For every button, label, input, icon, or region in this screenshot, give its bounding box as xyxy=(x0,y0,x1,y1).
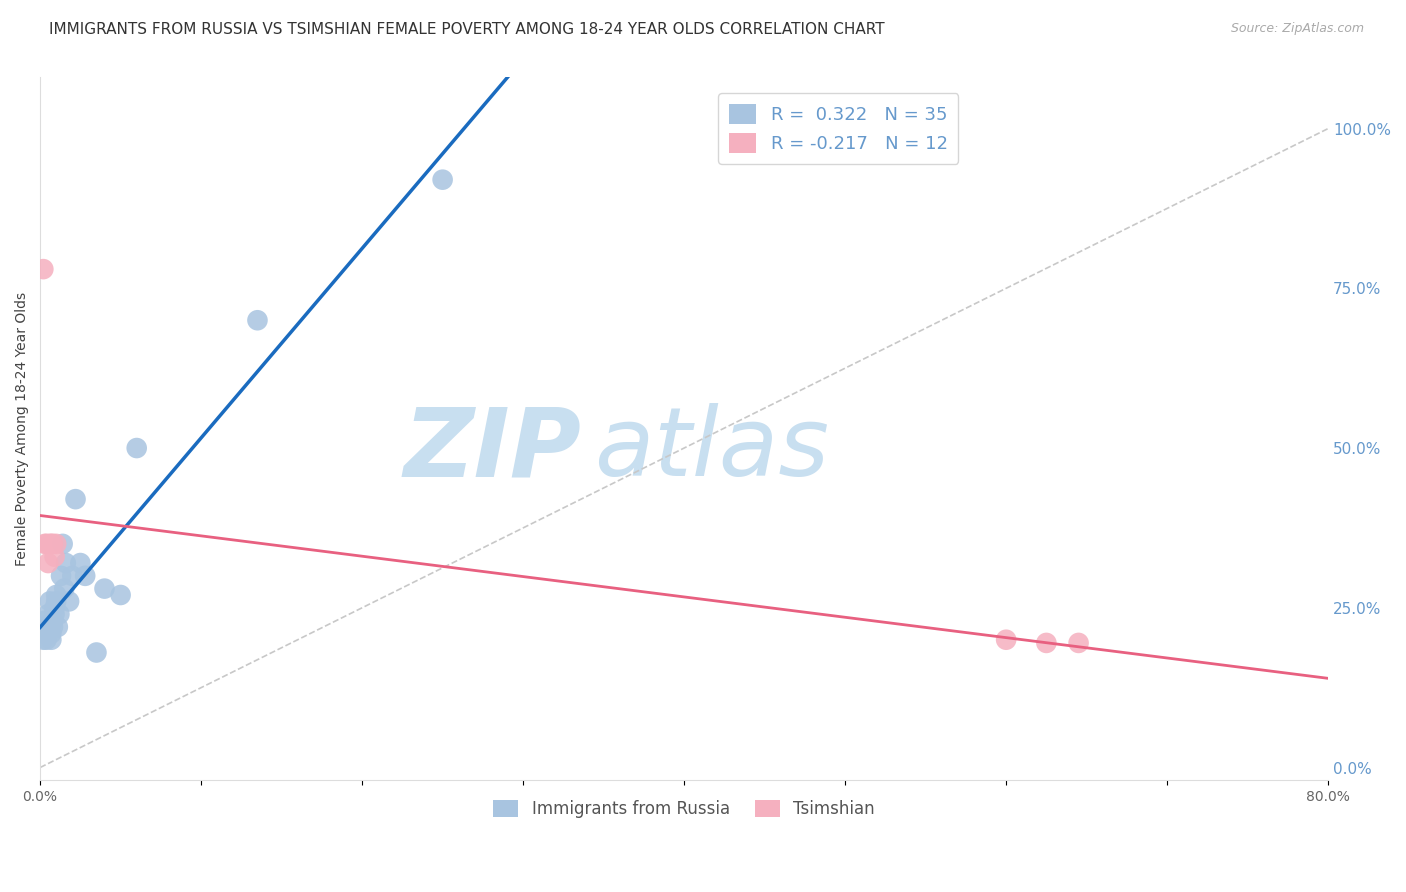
Point xyxy=(49,569,72,583)
Point xyxy=(45,537,67,551)
Point xyxy=(75,569,97,583)
Point xyxy=(110,588,132,602)
Point xyxy=(37,607,59,622)
Point xyxy=(46,620,69,634)
Point xyxy=(432,172,454,186)
Point xyxy=(125,441,148,455)
Point xyxy=(55,556,77,570)
Point xyxy=(995,632,1018,647)
Point xyxy=(35,632,58,647)
Point xyxy=(34,537,56,551)
Y-axis label: Female Poverty Among 18-24 Year Olds: Female Poverty Among 18-24 Year Olds xyxy=(15,292,30,566)
Point xyxy=(53,582,76,596)
Point xyxy=(34,614,56,628)
Point xyxy=(45,594,67,608)
Point xyxy=(44,549,66,564)
Point xyxy=(45,588,67,602)
Point xyxy=(42,537,65,551)
Point xyxy=(58,594,80,608)
Point xyxy=(93,582,115,596)
Point xyxy=(41,626,63,640)
Point xyxy=(42,620,65,634)
Point xyxy=(1067,636,1090,650)
Point xyxy=(48,607,70,622)
Text: ZIP: ZIP xyxy=(404,403,581,497)
Point xyxy=(32,632,55,647)
Point xyxy=(37,556,59,570)
Point xyxy=(38,594,60,608)
Point xyxy=(1035,636,1057,650)
Point xyxy=(86,646,108,660)
Text: atlas: atlas xyxy=(593,403,830,497)
Point xyxy=(38,620,60,634)
Point xyxy=(65,492,87,507)
Point xyxy=(34,626,56,640)
Point xyxy=(246,313,269,327)
Point xyxy=(32,262,55,277)
Point xyxy=(31,620,53,634)
Point xyxy=(38,537,60,551)
Point xyxy=(35,537,58,551)
Point xyxy=(44,600,66,615)
Text: Source: ZipAtlas.com: Source: ZipAtlas.com xyxy=(1230,22,1364,36)
Legend: Immigrants from Russia, Tsimshian: Immigrants from Russia, Tsimshian xyxy=(486,793,882,825)
Point xyxy=(60,569,83,583)
Point xyxy=(69,556,91,570)
Point xyxy=(44,607,66,622)
Text: IMMIGRANTS FROM RUSSIA VS TSIMSHIAN FEMALE POVERTY AMONG 18-24 YEAR OLDS CORRELA: IMMIGRANTS FROM RUSSIA VS TSIMSHIAN FEMA… xyxy=(49,22,884,37)
Point xyxy=(37,620,59,634)
Point xyxy=(41,537,63,551)
Point xyxy=(41,632,63,647)
Point xyxy=(35,620,58,634)
Point xyxy=(52,537,75,551)
Point xyxy=(42,614,65,628)
